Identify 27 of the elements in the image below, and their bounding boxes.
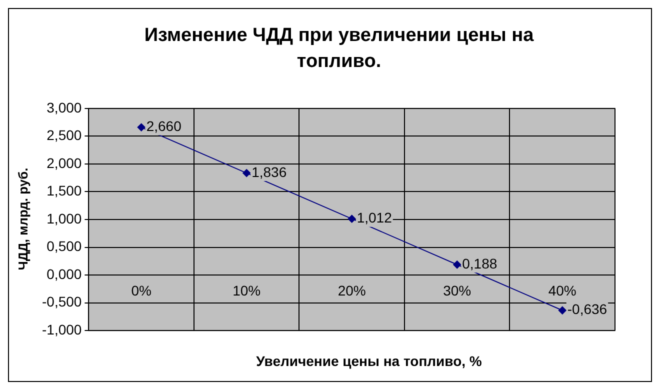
y-tick-label: -1,000 xyxy=(42,321,82,338)
x-axis-title: Увеличение цены на топливо, % xyxy=(255,353,483,369)
y-tick-label: 0,500 xyxy=(46,238,82,254)
x-tick-label: 30% xyxy=(443,282,472,298)
y-axis-title: ЧДД, млрд. руб. xyxy=(16,168,30,270)
chart-title: Изменение ЧДД при увеличении цены на топливо. xyxy=(143,24,535,74)
data-label: 1,012 xyxy=(356,210,392,226)
data-label: 2,660 xyxy=(146,118,182,134)
x-tick-label: 20% xyxy=(338,282,366,298)
x-tick-label: 10% xyxy=(232,282,261,298)
y-tick-label: 3,000 xyxy=(46,99,82,116)
data-label: 1,836 xyxy=(252,164,287,180)
x-tick-label: 0% xyxy=(131,282,152,298)
point xyxy=(558,306,566,314)
point xyxy=(453,260,462,269)
y-tick-label: -0,500 xyxy=(42,294,82,310)
y-tick-label: 0,000 xyxy=(46,266,82,282)
point xyxy=(242,169,251,178)
point xyxy=(348,214,356,223)
y-tick-label: 2,000 xyxy=(46,154,82,171)
data-label: 0,188 xyxy=(462,255,498,272)
x-tick-label: 40% xyxy=(548,282,576,298)
point xyxy=(137,123,146,132)
y-tick-label: 1,500 xyxy=(46,182,82,199)
y-tick-label: 1,000 xyxy=(46,210,82,226)
data-label: -0,636 xyxy=(567,301,608,318)
y-tick-label: 2,500 xyxy=(46,127,82,144)
